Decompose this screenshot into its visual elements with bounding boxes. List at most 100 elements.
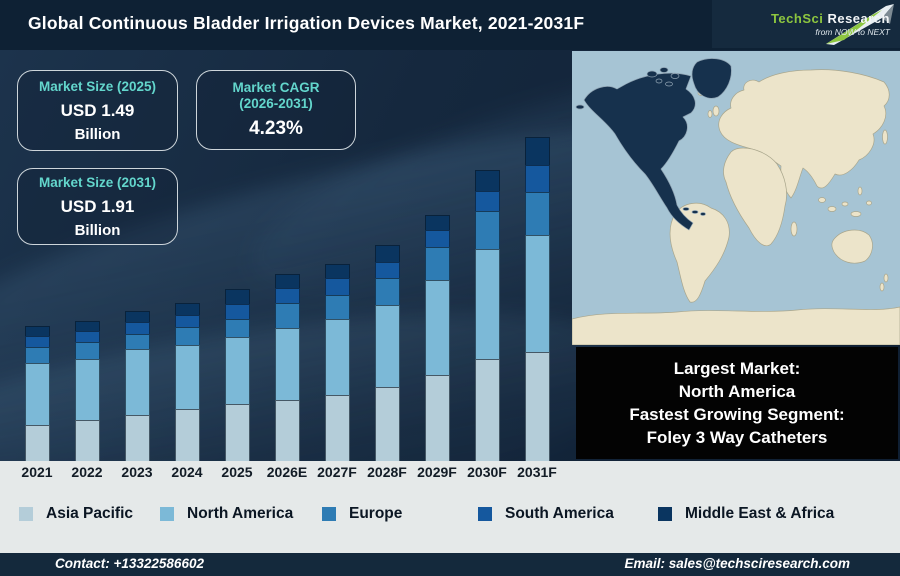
x-axis-label-2024: 2024 <box>171 464 203 480</box>
largest-market-label: Largest Market: <box>673 359 801 378</box>
bar-segment-south-america <box>224 304 250 319</box>
stacked-bar-2028F <box>374 245 400 461</box>
bar-segment-middle-east-africa <box>324 264 350 278</box>
x-axis-label-2021: 2021 <box>21 464 53 480</box>
stat-label: Market Size (2025) <box>38 78 157 94</box>
bar-segment-europe <box>74 342 100 359</box>
legend-label: Asia Pacific <box>46 505 134 522</box>
bar-segment-asia-pacific <box>74 420 100 461</box>
bar-segment-asia-pacific <box>524 352 550 461</box>
stat-unit: Billion <box>74 125 121 143</box>
legend-item-south-america: South America <box>478 505 614 523</box>
legend-swatch-icon <box>322 507 336 521</box>
bar-segment-asia-pacific <box>324 395 350 461</box>
bar-segment-north-america <box>424 280 450 375</box>
bar-segment-north-america <box>274 328 300 400</box>
bar-segment-north-america <box>224 337 250 404</box>
bar-segment-north-america <box>74 359 100 420</box>
stacked-bar-2021 <box>24 326 50 461</box>
legend-label: North America <box>187 505 294 522</box>
bar-segment-south-america <box>174 315 200 327</box>
bar-segment-north-america <box>324 319 350 395</box>
x-axis-label-2028F: 2028F <box>367 464 407 480</box>
bar-segment-europe <box>374 278 400 305</box>
techsci-logo: TechSci Research from NOW to NEXT <box>712 0 900 48</box>
stat-box-market-size-2025: Market Size (2025) USD 1.49 Billion <box>17 70 178 151</box>
stacked-bar-2025 <box>224 289 250 461</box>
bar-segment-middle-east-africa <box>524 137 550 165</box>
bar-segment-middle-east-africa <box>374 245 400 262</box>
footer-email: Email: sales@techsciresearch.com <box>624 556 850 571</box>
bar-segment-asia-pacific <box>124 415 150 461</box>
x-axis-label-2023: 2023 <box>121 464 153 480</box>
bar-segment-middle-east-africa <box>274 274 300 288</box>
stacked-bar-2023 <box>124 311 150 461</box>
stat-label: Market Size (2031) <box>38 174 157 190</box>
axis-and-legend-strip: 2021 2022 2023 2024 2025 2026E 2027F 2028F 2029F… <box>0 461 900 553</box>
bar-segment-asia-pacific <box>424 375 450 461</box>
bar-segment-europe <box>524 192 550 235</box>
bar-segment-middle-east-africa <box>24 326 50 336</box>
bar-segment-south-america <box>474 191 500 211</box>
bar-segment-asia-pacific <box>24 425 50 461</box>
bar-segment-north-america <box>174 345 200 409</box>
x-axis-label-2026E: 2026E <box>266 464 308 480</box>
stat-value: 4.23% <box>249 118 303 139</box>
footer-bar: Contact: +13322586602 Email: sales@techs… <box>0 553 900 576</box>
world-map <box>571 51 900 346</box>
bar-segment-north-america <box>24 363 50 425</box>
largest-market-value: North America <box>678 382 796 401</box>
stacked-bar-2029F <box>424 215 450 461</box>
bar-segment-south-america <box>274 288 300 303</box>
bar-segment-europe <box>174 327 200 345</box>
bar-segment-middle-east-africa <box>224 289 250 304</box>
bar-segment-north-america <box>124 349 150 415</box>
logo-text: TechSci Research from NOW to NEXT <box>771 11 890 37</box>
bar-segment-europe <box>124 334 150 349</box>
bars-container <box>0 50 572 461</box>
legend-item-middle-east-africa: Middle East & Africa <box>658 505 834 523</box>
legend-swatch-icon <box>658 507 672 521</box>
bar-segment-north-america <box>474 249 500 359</box>
legend-item-europe: Europe <box>322 505 402 523</box>
logo-tagline: from NOW to NEXT <box>815 27 890 37</box>
logo-brand-secondary: Research <box>827 11 890 26</box>
bar-segment-middle-east-africa <box>474 170 500 191</box>
bar-segment-south-america <box>424 230 450 247</box>
bar-segment-south-america <box>374 262 400 278</box>
bar-segment-europe <box>224 319 250 337</box>
legend-label: South America <box>505 505 614 522</box>
bar-segment-asia-pacific <box>474 359 500 461</box>
stacked-bar-2022 <box>74 321 100 461</box>
legend-swatch-icon <box>160 507 174 521</box>
bar-segment-north-america <box>374 305 400 387</box>
bar-segment-south-america <box>74 331 100 342</box>
stacked-bar-2026E <box>274 274 300 461</box>
bar-segment-middle-east-africa <box>424 215 450 230</box>
stat-unit: Billion <box>74 221 121 239</box>
legend-swatch-icon <box>478 507 492 521</box>
legend-item-north-america: North America <box>160 505 293 523</box>
stacked-bar-2027F <box>324 264 350 461</box>
highlight-box: Largest Market: North America Fastest Gr… <box>576 347 898 459</box>
fastest-segment-value: Foley 3 Way Catheters <box>646 428 828 447</box>
x-axis-label-2022: 2022 <box>71 464 103 480</box>
x-axis-label-2030F: 2030F <box>467 464 507 480</box>
bar-segment-asia-pacific <box>174 409 200 461</box>
map-landmasses <box>571 69 900 346</box>
logo-arrow-icon <box>826 4 894 45</box>
x-axis-label-2029F: 2029F <box>417 464 457 480</box>
stat-value: USD 1.91 <box>60 196 135 216</box>
legend-label: Europe <box>349 505 403 522</box>
bar-segment-europe <box>424 247 450 280</box>
bar-segment-europe <box>24 347 50 363</box>
x-axis-label-2031F: 2031F <box>517 464 557 480</box>
bar-segment-south-america <box>524 165 550 192</box>
stat-box-market-cagr: Market CAGR (2026-2031) 4.23% <box>196 70 356 150</box>
bar-segment-asia-pacific <box>274 400 300 461</box>
header-bar: Global Continuous Bladder Irrigation Dev… <box>0 0 900 50</box>
fastest-segment-label: Fastest Growing Segment: <box>629 405 845 424</box>
x-axis-label-2025: 2025 <box>221 464 253 480</box>
map-north-america-highlight <box>575 58 732 231</box>
